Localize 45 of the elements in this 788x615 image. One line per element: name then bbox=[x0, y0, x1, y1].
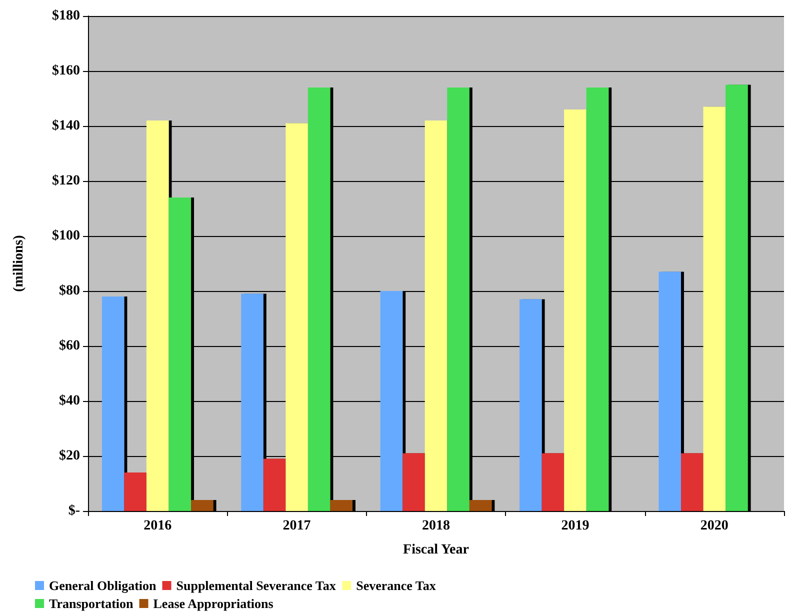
y-tick-label: $120 bbox=[52, 174, 80, 188]
bar bbox=[726, 84, 748, 511]
y-tick-label: $80 bbox=[59, 284, 80, 298]
y-tick-label: $140 bbox=[52, 118, 80, 134]
y-tick-label: $160 bbox=[52, 64, 80, 78]
bar bbox=[658, 272, 681, 511]
bar bbox=[308, 88, 330, 511]
bar bbox=[402, 453, 425, 511]
x-tick-label: 2017 bbox=[282, 518, 311, 534]
bar bbox=[586, 88, 609, 511]
x-tick-label: 2018 bbox=[422, 518, 450, 534]
legend-label: Severance Tax bbox=[356, 578, 436, 593]
bar bbox=[241, 294, 264, 511]
bar bbox=[520, 299, 542, 511]
bar bbox=[703, 106, 726, 511]
legend-label: General Obligation bbox=[49, 578, 158, 593]
y-tick-label: $180 bbox=[52, 8, 80, 24]
bar bbox=[102, 296, 124, 511]
legend-label: Transportation bbox=[49, 596, 134, 611]
bar bbox=[330, 500, 352, 511]
bar bbox=[191, 500, 214, 511]
bar bbox=[124, 472, 146, 511]
bar bbox=[424, 120, 448, 511]
bar bbox=[380, 291, 403, 511]
y-tick-label: $40 bbox=[59, 394, 80, 408]
y-tick-label: $100 bbox=[52, 228, 80, 244]
bar bbox=[146, 120, 169, 511]
x-tick-label: 2016 bbox=[144, 518, 172, 534]
y-tick-label: $- bbox=[68, 504, 80, 518]
legend-label: Supplemental Severance Tax bbox=[176, 578, 336, 593]
x-axis-title: Fiscal Year bbox=[403, 542, 469, 558]
bar bbox=[542, 453, 564, 511]
y-tick-label: $60 bbox=[59, 338, 80, 354]
bar bbox=[168, 198, 192, 511]
y-axis-title: (millions) bbox=[12, 234, 26, 292]
bar bbox=[469, 500, 492, 511]
y-tick-label: $20 bbox=[59, 448, 80, 464]
bar bbox=[680, 453, 704, 511]
x-tick-label: 2020 bbox=[700, 518, 728, 534]
bar bbox=[286, 123, 308, 511]
legend-label: Lease Appropriations bbox=[153, 596, 274, 611]
x-tick-label: 2019 bbox=[561, 518, 590, 534]
bar bbox=[564, 110, 586, 511]
bar bbox=[263, 458, 286, 511]
bar bbox=[447, 88, 470, 511]
